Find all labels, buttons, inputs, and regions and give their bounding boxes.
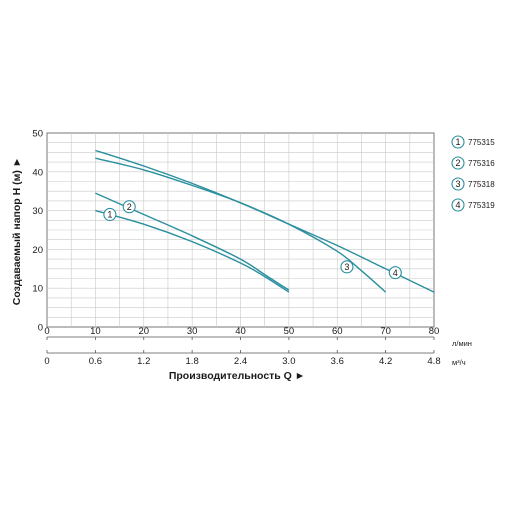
series-marker-label-4: 4 [393, 268, 398, 278]
y-tick-label: 50 [32, 129, 43, 140]
legend-label-775315: 775315 [468, 138, 495, 147]
x-tick-label-lpm: 20 [138, 326, 149, 337]
x-tick-label-lpm: 30 [187, 326, 198, 337]
series-marker-label-1: 1 [107, 210, 112, 220]
x-tick-label-m3h: 4.2 [379, 356, 392, 367]
x-tick-label-lpm: 10 [90, 326, 101, 337]
x-unit-m3h: м³/ч [452, 358, 466, 367]
legend: 1 775315 2 775316 3 775318 4 775319 [451, 135, 495, 212]
legend-label-775316: 775316 [468, 159, 495, 168]
y-tick-label: 40 [32, 167, 43, 178]
series-line-775316 [95, 192, 290, 291]
y-tick-label: 10 [32, 284, 43, 295]
x-tick-label-m3h: 0 [44, 356, 49, 367]
x-tick-label-m3h: 3.0 [282, 356, 295, 367]
legend-marker-label-2: 2 [455, 158, 460, 168]
series-marker-label-3: 3 [344, 262, 349, 272]
x-tick-label-lpm: 0 [44, 326, 49, 337]
legend-marker-label-1: 1 [455, 137, 460, 147]
series-line-775315 [95, 209, 290, 293]
x-axis-title: Производительность Q ► [169, 370, 305, 382]
x-tick-label-lpm: 60 [332, 326, 343, 337]
x-unit-lpm: л/мин [452, 339, 472, 348]
series-lines: 1 2 3 4 [95, 149, 435, 293]
series-marker-1 [103, 207, 117, 222]
series-marker-label-2: 2 [127, 202, 132, 212]
series-marker-4 [388, 266, 402, 280]
y-tick-label: 20 [32, 245, 43, 256]
grid [46, 132, 435, 328]
legend-marker-4 [451, 198, 465, 212]
x-tick-label-m3h: 3.6 [331, 356, 344, 367]
y-axis-title: Создаваемый напор H (м) ► [11, 157, 23, 305]
ticks: 0 10 20 30 40 50 0 10 20 30 40 50 60 70 80 0 0.6 1.2 1.8 2.… [32, 129, 440, 368]
x-tick-label-m3h: 1.2 [137, 356, 150, 367]
legend-label-775319: 775319 [468, 201, 495, 210]
series-marker-3 [340, 260, 354, 274]
x-tick-label-m3h: 4.8 [427, 356, 440, 367]
legend-marker-1 [451, 135, 465, 149]
x-tick-label-lpm: 50 [284, 326, 295, 337]
series-line-775319 [95, 149, 435, 293]
y-tick-label: 0 [38, 323, 43, 334]
legend-marker-label-3: 3 [455, 179, 460, 189]
legend-marker-label-4: 4 [455, 200, 460, 210]
y-tick-label: 30 [32, 206, 43, 217]
legend-marker-2 [451, 156, 465, 170]
legend-marker-3 [451, 177, 465, 191]
x-tick-label-lpm: 80 [429, 326, 440, 337]
x-tick-label-m3h: 2.4 [234, 356, 247, 367]
series-marker-2 [122, 200, 136, 214]
x-tick-label-lpm: 70 [380, 326, 391, 337]
legend-label-775318: 775318 [468, 180, 495, 189]
x-tick-label-m3h: 1.8 [186, 356, 199, 367]
x-tick-label-m3h: 0.6 [89, 356, 102, 367]
x-tick-label-lpm: 40 [235, 326, 246, 337]
